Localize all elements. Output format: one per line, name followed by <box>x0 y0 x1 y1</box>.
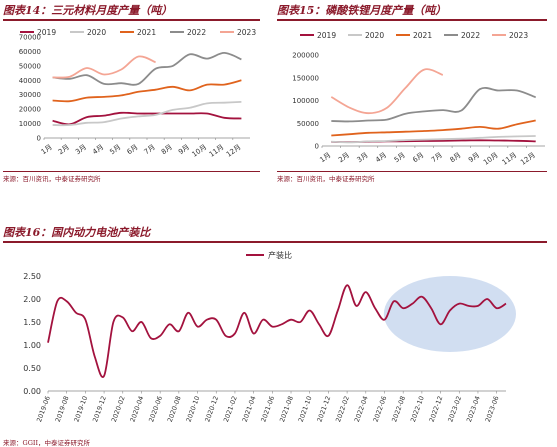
chart3-xtick-label: 2022-10 <box>409 395 426 423</box>
chart3-xtick-label: 2021-06 <box>259 395 276 423</box>
chart1-series-line-2023 <box>52 55 156 79</box>
chart2-ytick-label: 50000 <box>297 120 319 128</box>
chart3-xtick-label: 2023-06 <box>484 395 501 423</box>
chart3-ytick-label: 2.00 <box>23 295 41 304</box>
chart3-xtick-label: 2020-08 <box>166 395 183 423</box>
chart3-highlight-ellipse <box>383 276 516 352</box>
chart1-ytick-label: 20000 <box>19 106 41 114</box>
chart1-legend-label-2019: 2019 <box>37 28 56 37</box>
chart3-header-text: 图表16：国内动力电池产装比 <box>3 226 151 239</box>
chart3-xtick-label: 2023-04 <box>465 395 482 423</box>
chart3-xtick-label: 2020-06 <box>147 395 164 423</box>
chart2-bottom-rule <box>277 171 547 172</box>
chart3-ytick-label: 0.50 <box>23 364 41 373</box>
chart1-ytick-label: 10000 <box>19 120 41 128</box>
chart2-legend-label-2022: 2022 <box>461 31 480 40</box>
chart2-ytick-label: 150000 <box>292 74 319 82</box>
chart3-ytick-label: 0.00 <box>23 387 41 396</box>
chart1-legend-label-2020: 2020 <box>87 28 106 37</box>
chart2-ytick-label: 100000 <box>292 97 319 105</box>
chart3-xtick-label: 2021-02 <box>222 395 239 423</box>
chart1-source: 来源：百川资讯，中泰证券研究所 <box>3 175 101 183</box>
chart1-series-line-2022 <box>52 51 242 86</box>
chart2-series-line-2022 <box>331 87 537 123</box>
chart3-ytick-label: 1.50 <box>23 318 41 327</box>
chart2-series-line-2023 <box>330 68 444 115</box>
chart3-xtick-label: 2020-02 <box>110 395 127 423</box>
chart1-header-text: 图表14：三元材料月度产量（吨） <box>3 4 173 17</box>
chart2-ytick-label: 200000 <box>292 52 319 60</box>
chart1-legend-label-2022: 2022 <box>187 28 206 37</box>
chart1-ytick-label: 50000 <box>19 62 41 70</box>
chart2-header: 图表15：磷酸铁锂月度产量（吨） <box>277 3 547 21</box>
chart3-xtick-label: 2019-08 <box>54 395 71 423</box>
chart1-legend-label-2021: 2021 <box>137 28 156 37</box>
chart3-xtick-label: 2022-12 <box>428 395 445 423</box>
chart3-xtick-label: 2021-08 <box>278 395 295 423</box>
chart3-xtick-label: 2020-04 <box>129 395 146 423</box>
chart1-ytick-label: 60000 <box>19 48 41 56</box>
chart3-header: 图表16：国内动力电池产装比 <box>3 225 547 243</box>
chart2-legend-label-2019: 2019 <box>317 31 336 40</box>
chart2-legend-label-2020: 2020 <box>365 31 384 40</box>
chart2-ytick-label: 0 <box>315 143 319 151</box>
chart1-bottom-rule <box>3 171 260 172</box>
chart1-header: 图表14：三元材料月度产量（吨） <box>3 3 260 21</box>
chart1-ytick-label: 0 <box>37 135 41 143</box>
chart3-series-line <box>47 284 507 378</box>
chart2-header-text: 图表15：磷酸铁锂月度产量（吨） <box>277 4 447 17</box>
chart3-xtick-label: 2019-06 <box>35 395 52 423</box>
chart1-series-line-2020 <box>52 101 242 127</box>
chart2-source: 来源：百川资讯，中泰证券研究所 <box>277 175 375 183</box>
chart1-ytick-label: 70000 <box>19 34 41 42</box>
chart3-xtick-label: 2022-06 <box>372 395 389 423</box>
chart2-legend-label-2021: 2021 <box>413 31 432 40</box>
chart3-xtick-label: 2021-10 <box>297 395 314 423</box>
chart3-legend-label: 产装比 <box>268 250 292 260</box>
chart1-series-line-2021 <box>52 79 242 103</box>
chart3-ytick-label: 2.50 <box>23 272 41 281</box>
chart1-ytick-label: 30000 <box>19 91 41 99</box>
chart3-source: 来源：GGII，中泰证券研究所 <box>3 439 91 447</box>
chart3-xtick-label: 2022-08 <box>390 395 407 423</box>
chart3-xtick-label: 2020-10 <box>185 395 202 423</box>
chart3-xtick-label: 2021-12 <box>315 395 332 423</box>
chart2-legend-label-2023: 2023 <box>509 31 528 40</box>
chart3-xtick-label: 2021-04 <box>241 395 258 423</box>
chart1-series-line-2019 <box>52 111 242 126</box>
chart3-xtick-label: 2022-02 <box>334 395 351 423</box>
chart3-xtick-label: 2020-12 <box>203 395 220 423</box>
chart3-xtick-label: 2023-02 <box>446 395 463 423</box>
chart3-xtick-label: 2022-04 <box>353 395 370 423</box>
chart3-xtick-label: 2019-12 <box>91 395 108 423</box>
chart2-series-line-2020 <box>331 135 536 144</box>
chart1-ytick-label: 40000 <box>19 77 41 85</box>
chart2-series-line-2021 <box>331 119 536 137</box>
chart3-xtick-label: 2019-10 <box>72 395 89 423</box>
chart3-ytick-label: 1.00 <box>23 341 41 350</box>
chart1-legend-label-2023: 2023 <box>237 28 256 37</box>
